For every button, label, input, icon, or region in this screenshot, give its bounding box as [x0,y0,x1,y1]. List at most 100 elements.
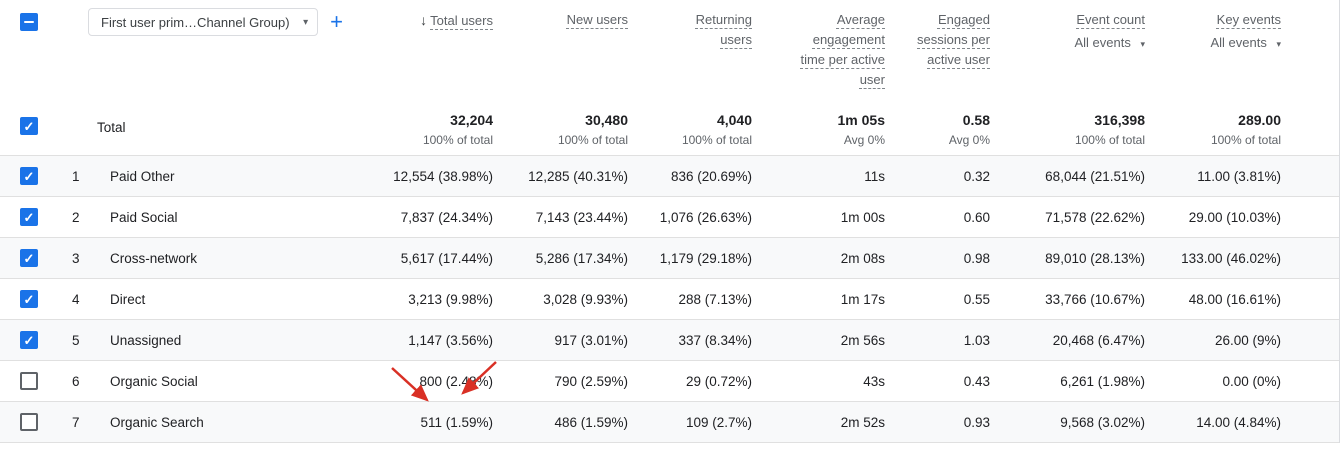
metric-value: 43s [863,373,885,389]
metric-value: 12,285 (40.31%) [528,168,628,184]
metric-value: 0.93 [963,414,990,430]
column-header-total-users[interactable]: ↓ Total users [343,0,493,31]
total-checkbox[interactable]: ✓ [20,117,38,135]
row-checkbox-cell: ✓ [0,249,56,267]
total-row: ✓ Total 32,204 100% of total 30,480 100%… [0,102,1339,156]
metric-value: 3,028 (9.93%) [543,291,628,307]
channel-name: Cross-network [110,250,198,266]
metric-value: 26.00 (9%) [1214,332,1281,348]
metric-value: 133.00 (46.02%) [1181,250,1281,266]
column-label: Returning users [695,12,752,47]
row-checkbox-cell: ✓ [0,290,56,308]
dimension-dropdown-value: First user prim…Channel Group) [101,14,290,30]
total-cell-key-events: 289.00 100% of total [1145,111,1281,148]
metric-value: 800 (2.48%) [419,373,493,389]
metric-value: 0.55 [963,291,990,307]
select-all-cell [0,0,56,31]
total-value: 0.58 [962,112,990,128]
row-checkbox-cell [0,372,56,390]
metric-value: 2m 52s [840,414,885,430]
total-cell-total-users: 32,204 100% of total [343,111,493,148]
total-cell-event-count: 316,398 100% of total [990,111,1145,148]
row-checkbox[interactable] [20,372,38,390]
total-cell-engaged-sessions: 0.58 Avg 0% [885,111,990,148]
metric-value: 917 (3.01%) [554,332,628,348]
metric-value: 11.00 (3.81%) [1197,168,1281,184]
table-header-row: First user prim…Channel Group) ▾ + ↓ Tota… [0,0,1339,102]
total-value: 316,398 [1094,112,1145,128]
column-header-new-users[interactable]: New users [493,0,628,30]
metric-value: 511 (1.59%) [420,414,493,430]
total-cell-avg-engagement-time: 1m 05s Avg 0% [752,111,885,148]
total-subtext: 100% of total [681,133,752,147]
metric-value: 68,044 (21.51%) [1045,168,1145,184]
metric-value: 71,578 (22.62%) [1045,209,1145,225]
column-label: Total users [430,13,493,28]
row-checkbox[interactable]: ✓ [20,290,38,308]
metric-value: 29 (0.72%) [685,373,752,389]
sort-descending-icon: ↓ [420,12,428,28]
row-index: 4 [72,291,80,307]
row-index: 6 [72,373,80,389]
add-dimension-button[interactable]: + [330,9,343,34]
column-header-returning-users[interactable]: Returning users [628,0,752,50]
column-header-avg-engagement-time[interactable]: Average engagement time per active user [752,0,885,90]
row-checkbox[interactable]: ✓ [20,167,38,185]
table-body: ✓ 1 Paid Other 12,554 (38.98%) 12,285 (40.31… [0,156,1339,443]
total-value: 32,204 [450,112,493,128]
channel-name: Organic Search [110,414,204,430]
chevron-down-icon: ▾ [1276,39,1281,49]
metric-value: 1,179 (29.18%) [659,250,752,266]
column-header-engaged-sessions[interactable]: Engaged sessions per active user [885,0,990,70]
metric-value: 48.00 (16.61%) [1188,291,1281,307]
total-cell-new-users: 30,480 100% of total [493,111,628,148]
chevron-down-icon: ▾ [1140,39,1145,49]
row-checkbox[interactable]: ✓ [20,249,38,267]
channel-name: Direct [110,291,146,307]
key-events-events-dropdown[interactable]: All events ▾ [1145,33,1281,54]
metric-value: 1,147 (3.56%) [408,332,493,348]
row-checkbox[interactable]: ✓ [20,331,38,349]
metric-value: 836 (20.69%) [670,168,752,184]
metric-value: 6,261 (1.98%) [1060,373,1145,389]
row-checkbox[interactable]: ✓ [20,208,38,226]
dimension-controls: First user prim…Channel Group) ▾ + [88,0,343,36]
column-header-key-events[interactable]: Key events All events ▾ [1145,0,1281,54]
metric-value: 20,468 (6.47%) [1052,332,1145,348]
metric-value: 0.60 [963,209,990,225]
total-subtext: 100% of total [1210,133,1281,147]
metric-value: 486 (1.59%) [554,414,628,430]
total-subtext: 100% of total [557,133,628,147]
total-subtext: Avg 0% [843,133,885,147]
event-count-events-dropdown[interactable]: All events ▾ [990,33,1145,54]
total-checkbox-cell: ✓ [0,111,56,136]
metric-value: 33,766 (10.67%) [1045,291,1145,307]
total-value: 30,480 [585,112,628,128]
metric-value: 29.00 (10.03%) [1188,209,1281,225]
dimension-dropdown[interactable]: First user prim…Channel Group) ▾ [88,8,319,36]
metric-value: 0.43 [963,373,990,389]
channel-name: Organic Social [110,373,198,389]
metric-value: 0.98 [963,250,990,266]
column-label: Key events [1216,12,1281,27]
column-label: Event count [1076,12,1145,27]
check-icon: ✓ [23,332,35,348]
metric-value: 5,617 (17.44%) [400,250,493,266]
row-checkbox[interactable] [20,413,38,431]
select-all-checkbox[interactable] [20,13,38,31]
column-label: New users [566,12,628,27]
row-index: 2 [72,209,80,225]
total-subtext: 100% of total [1074,133,1145,147]
check-icon: ✓ [23,250,35,266]
channel-name: Unassigned [110,332,182,348]
row-index: 5 [72,332,80,348]
metric-value: 288 (7.13%) [678,291,752,307]
channel-name: Paid Social [110,209,178,225]
metric-value: 11s [864,168,885,184]
metric-value: 2m 08s [840,250,885,266]
column-header-event-count[interactable]: Event count All events ▾ [990,0,1145,54]
row-index: 3 [72,250,80,266]
channel-name: Paid Other [110,168,175,184]
metric-value: 337 (8.34%) [678,332,752,348]
